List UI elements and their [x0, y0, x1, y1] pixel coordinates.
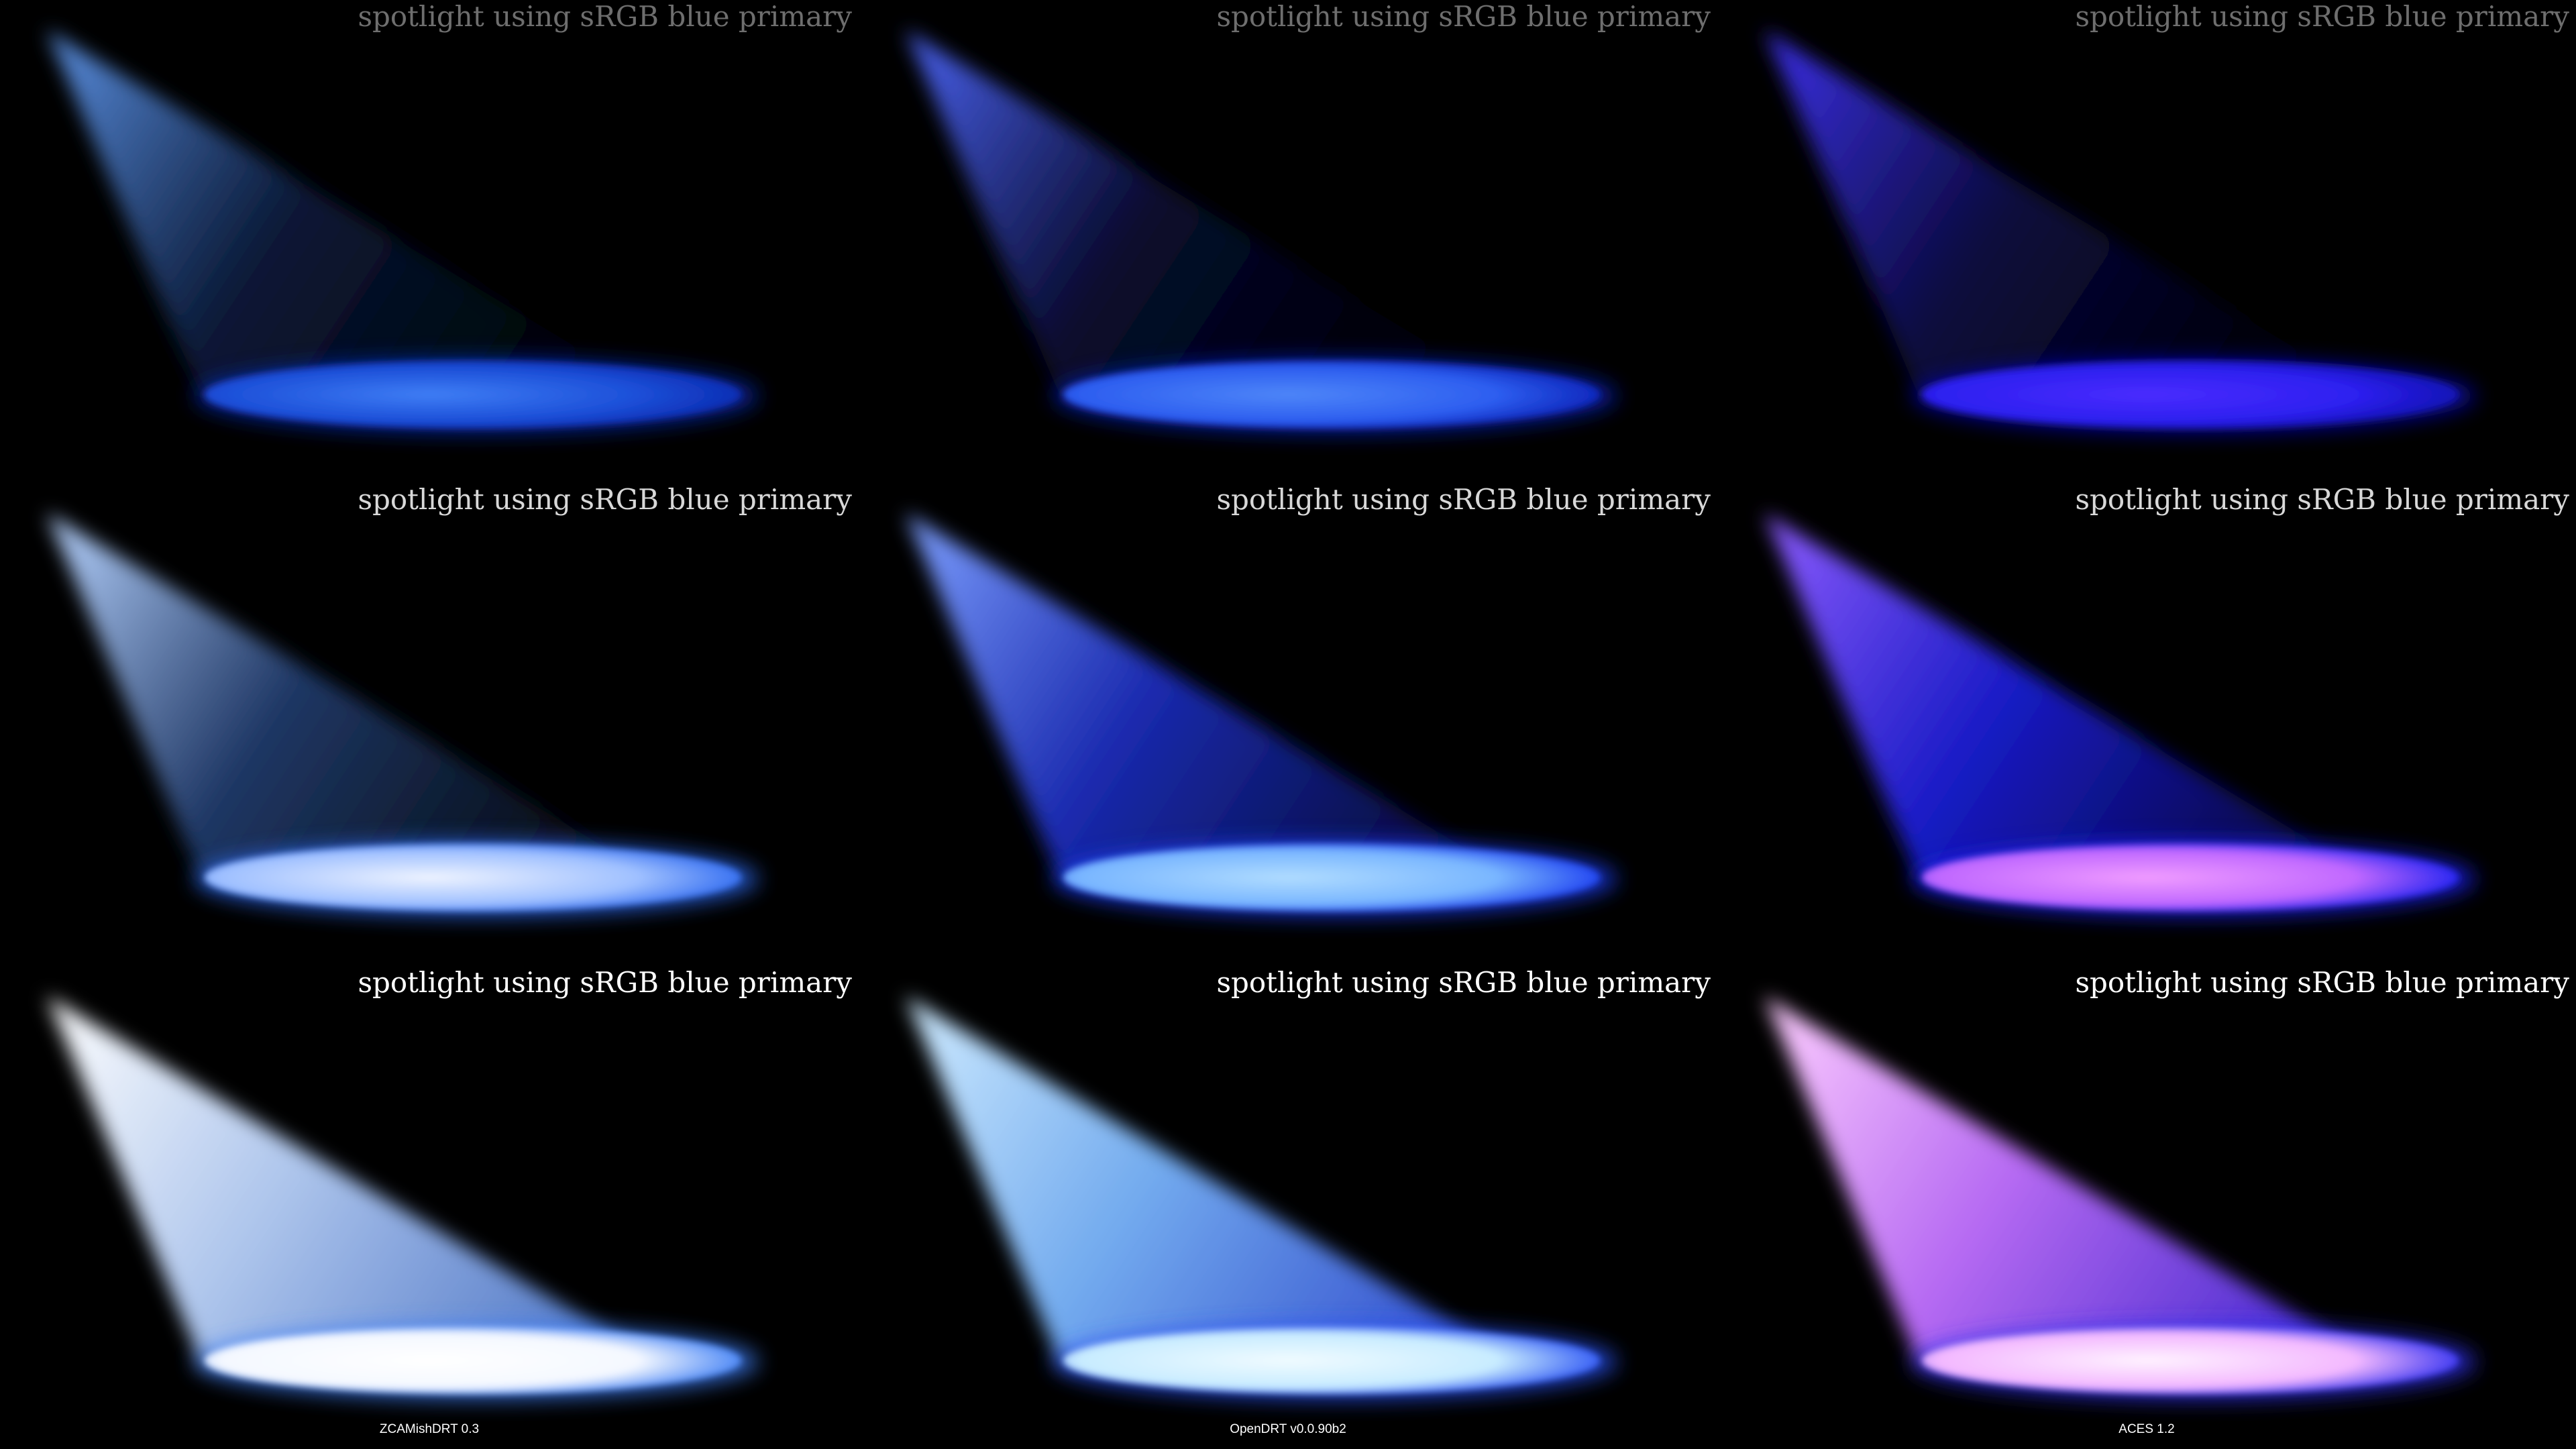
- light-spot: [1063, 1327, 1600, 1394]
- spotlight-render: [1764, 996, 2475, 1399]
- spotlight-render: [47, 996, 758, 1399]
- spotlight-render: [906, 996, 1617, 1399]
- panel-caption: spotlight using sRGB blue primary: [1216, 0, 1711, 33]
- drt-column-label: OpenDRT v0.0.90b2: [1230, 1422, 1346, 1436]
- drt-column-label: ZCAMishDRT 0.3: [379, 1422, 480, 1436]
- light-beam: [47, 996, 657, 1375]
- spotlight-panel: spotlight using sRGB blue primary: [0, 0, 859, 483]
- spotlight-panel: spotlight using sRGB blue primary: [859, 966, 1717, 1449]
- panel-caption: spotlight using sRGB blue primary: [358, 483, 852, 516]
- spotlight-render: [906, 513, 1617, 916]
- light-beam: [906, 30, 1516, 409]
- panel-caption: spotlight using sRGB blue primary: [1216, 483, 1711, 516]
- light-beam: [1764, 996, 2375, 1375]
- drt-column-label: ACES 1.2: [2118, 1422, 2175, 1436]
- spotlight-render: [1764, 30, 2475, 433]
- spotlight-panel: spotlight using sRGB blue primary: [0, 483, 859, 966]
- light-spot: [1922, 844, 2459, 911]
- light-beam: [906, 996, 1516, 1375]
- panel-caption: spotlight using sRGB blue primary: [2075, 0, 2569, 33]
- light-beam: [1764, 30, 2375, 409]
- spotlight-panel: spotlight using sRGB blue primary: [1717, 0, 2576, 483]
- light-spot: [1922, 1327, 2459, 1394]
- light-beam: [1764, 513, 2375, 892]
- spotlight-panel: spotlight using sRGB blue primary: [859, 0, 1717, 483]
- light-beam: [47, 30, 657, 409]
- light-spot: [205, 1327, 741, 1394]
- spotlight-render: [1764, 513, 2475, 916]
- light-spot: [205, 361, 741, 428]
- panel-caption: spotlight using sRGB blue primary: [358, 0, 852, 33]
- spotlight-render: [47, 30, 758, 433]
- panel-caption: spotlight using sRGB blue primary: [1216, 966, 1711, 999]
- spotlight-render: [906, 30, 1617, 433]
- light-beam: [47, 513, 657, 892]
- panel-caption: spotlight using sRGB blue primary: [358, 966, 852, 999]
- panel-caption: spotlight using sRGB blue primary: [2075, 483, 2569, 516]
- light-spot: [1063, 844, 1600, 911]
- light-spot: [1922, 361, 2459, 428]
- spotlight-render: [47, 513, 758, 916]
- spotlight-panel: spotlight using sRGB blue primary: [0, 966, 859, 1449]
- spotlight-panel: spotlight using sRGB blue primary: [1717, 483, 2576, 966]
- light-spot: [205, 844, 741, 911]
- spotlight-panel: spotlight using sRGB blue primary: [1717, 966, 2576, 1449]
- spotlight-panel: spotlight using sRGB blue primary: [859, 483, 1717, 966]
- panel-caption: spotlight using sRGB blue primary: [2075, 966, 2569, 999]
- light-spot: [1063, 361, 1600, 428]
- light-beam: [906, 513, 1516, 892]
